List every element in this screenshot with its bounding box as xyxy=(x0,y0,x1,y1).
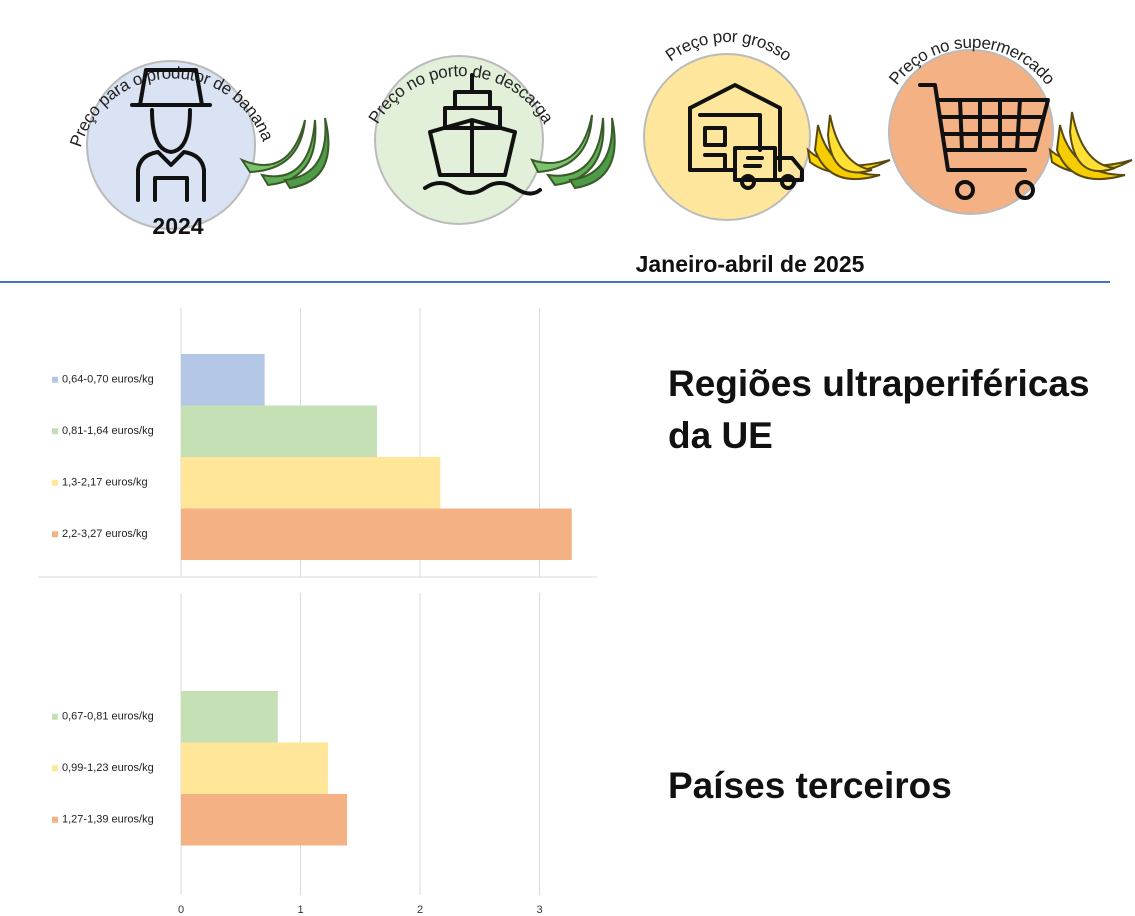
bar xyxy=(181,509,572,561)
x-tick-label: 0 xyxy=(178,904,184,916)
banana xyxy=(532,115,615,188)
banana xyxy=(1050,112,1132,179)
bar xyxy=(181,691,278,743)
category-label: 0,99-1,23 euros/kg xyxy=(62,762,154,774)
legend-swatch xyxy=(52,377,58,383)
bar xyxy=(181,457,440,509)
legend-swatch xyxy=(52,531,58,537)
page: {"header": {"stages": ["Preço para o pro… xyxy=(0,0,1135,916)
category-label: 0,64-0,70 euros/kg xyxy=(62,374,154,386)
legend-swatch xyxy=(52,817,58,823)
x-tick-label: 3 xyxy=(536,904,542,916)
bar xyxy=(181,406,377,458)
category-label: 2,2-3,27 euros/kg xyxy=(62,528,148,540)
legend-swatch xyxy=(52,714,58,720)
legend-swatch xyxy=(52,480,58,486)
chart-title: Regiões ultraperiféricas da UE xyxy=(668,358,1108,462)
bar xyxy=(181,354,265,406)
bar xyxy=(181,743,328,795)
category-label: 1,3-2,17 euros/kg xyxy=(62,477,148,489)
legend-swatch xyxy=(52,428,58,434)
category-label: 1,27-1,39 euros/kg xyxy=(62,814,154,826)
x-tick-label: 2 xyxy=(417,904,423,916)
banana xyxy=(808,115,890,179)
category-label: 0,67-0,81 euros/kg xyxy=(62,711,154,723)
bar xyxy=(181,794,347,846)
x-tick-label: 1 xyxy=(297,904,303,916)
category-label: 0,81-1,64 euros/kg xyxy=(62,425,154,437)
chart-title: Países terceiros xyxy=(668,760,1108,812)
legend-swatch xyxy=(52,765,58,771)
period-label: Janeiro-abril de 2025 xyxy=(636,251,865,277)
year-label: 2024 xyxy=(152,213,203,239)
